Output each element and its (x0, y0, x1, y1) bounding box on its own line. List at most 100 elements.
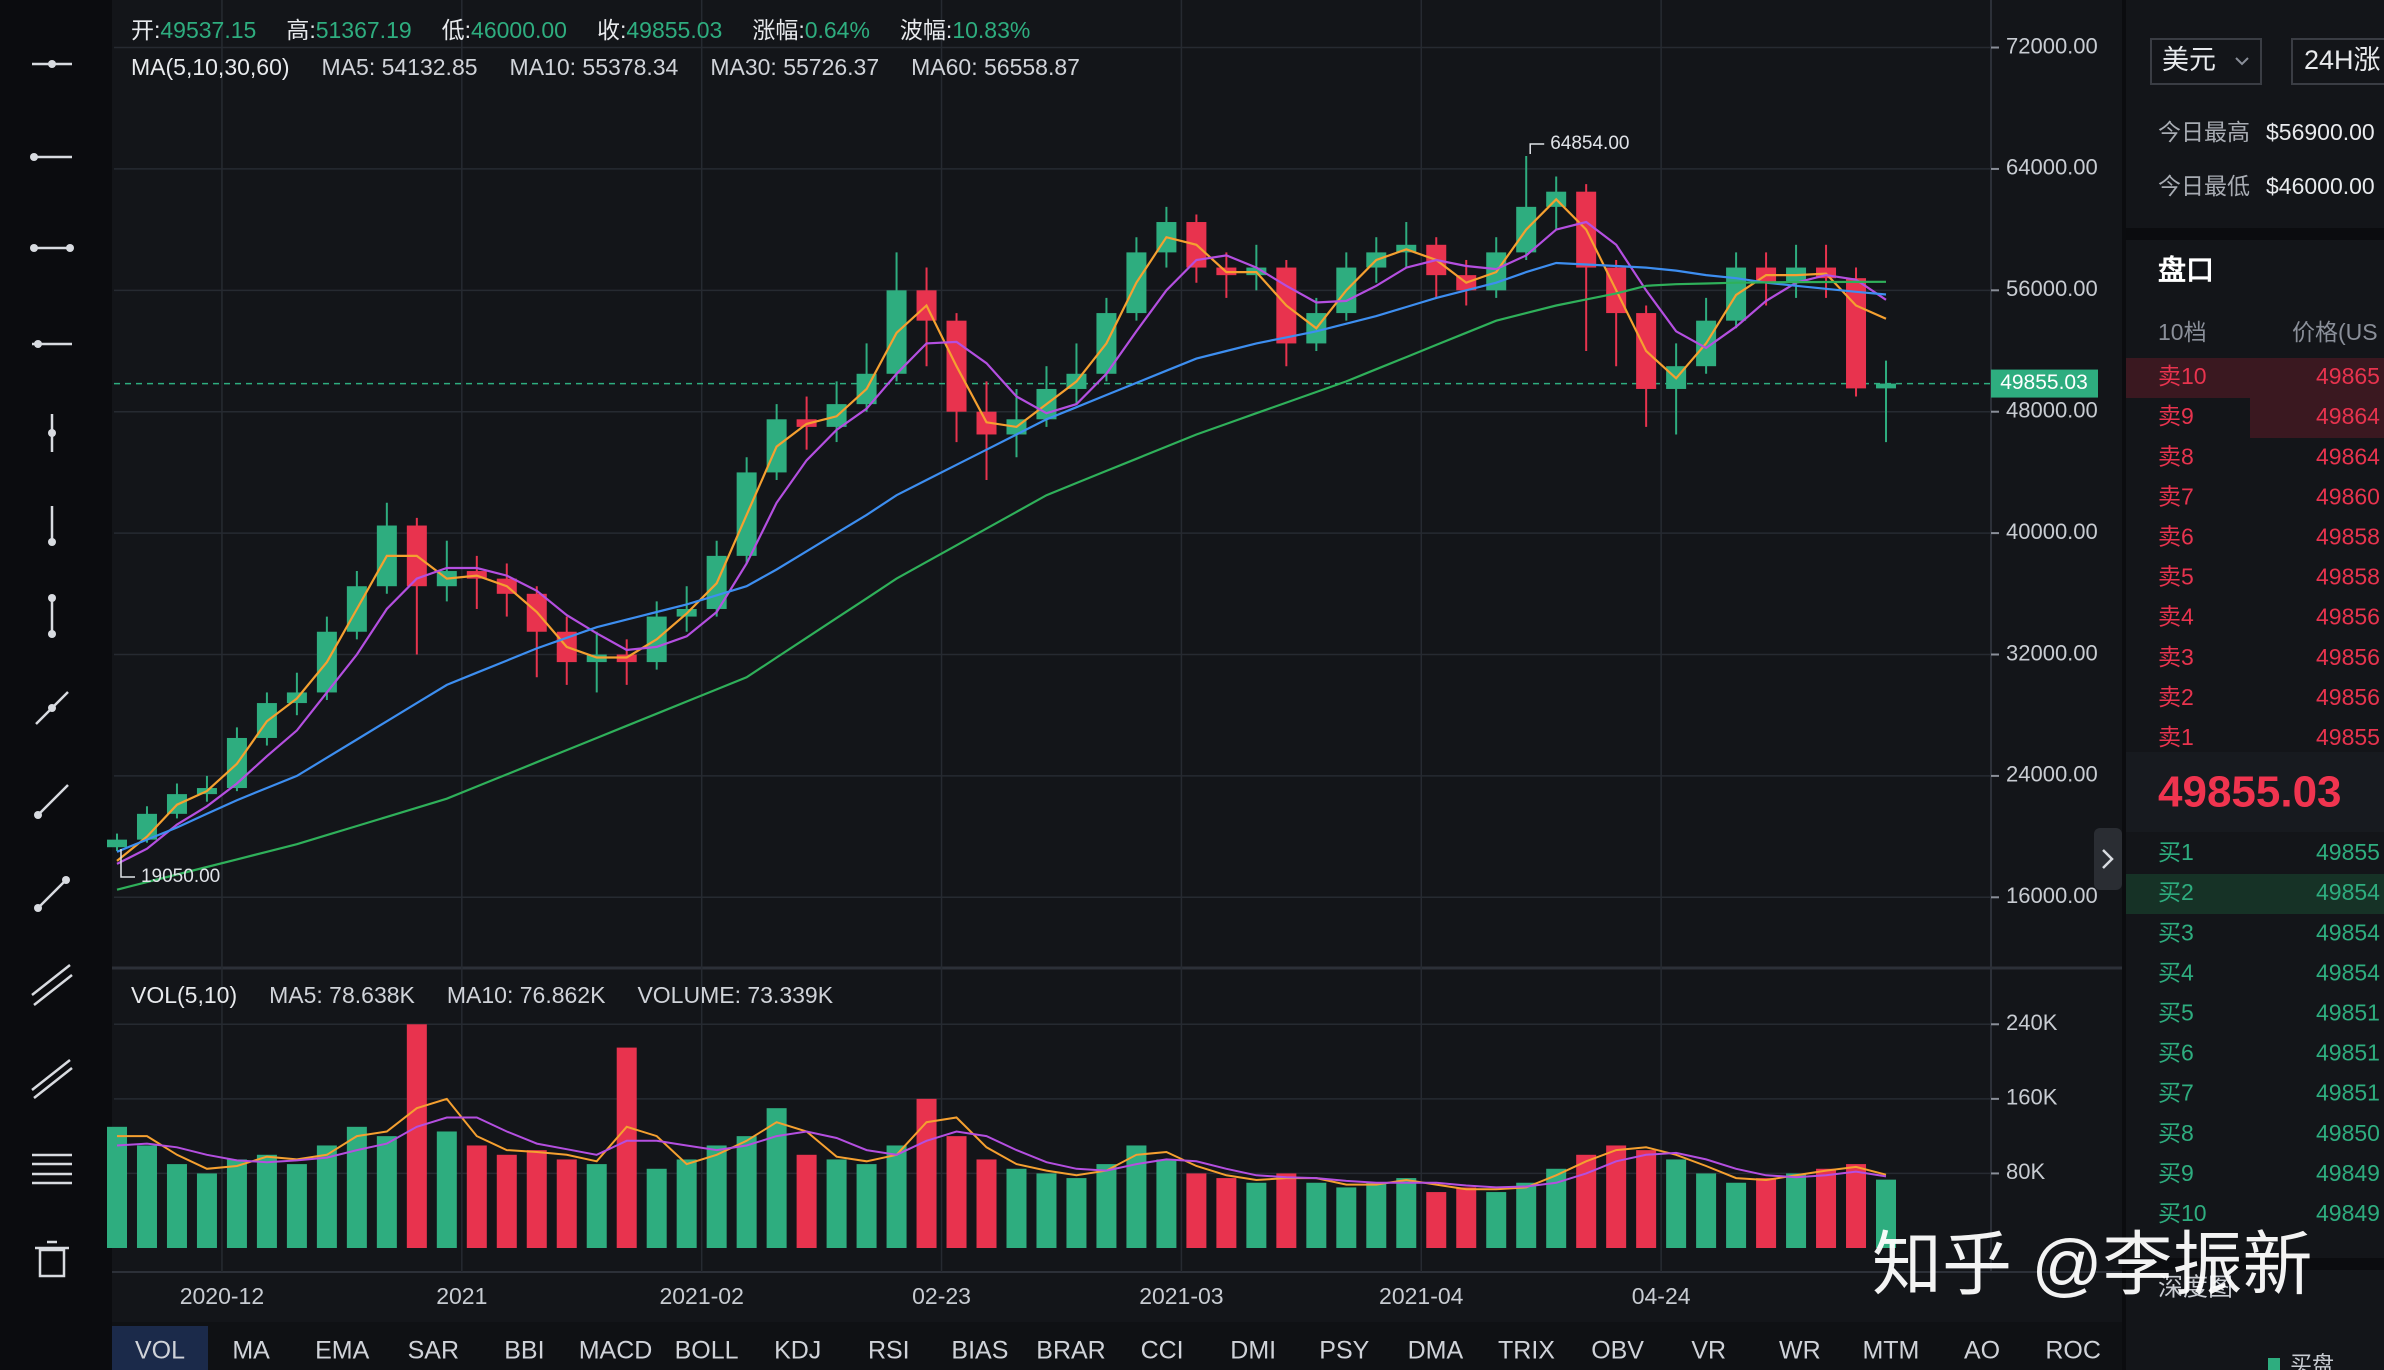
volume-bar (226, 1159, 247, 1248)
candle-body (1876, 383, 1897, 389)
bid-label: 买1 (2158, 839, 2194, 865)
volume-bar (526, 1150, 547, 1248)
indicator-tab[interactable]: DMI (1230, 1337, 1276, 1365)
period-select[interactable]: 24H涨 (2291, 38, 2384, 85)
indicator-tab[interactable]: MACD (579, 1337, 653, 1365)
annotation-label: 64854.00 (1550, 133, 1629, 154)
tool-parallel[interactable] (31, 964, 73, 1006)
collapse-button[interactable] (2094, 828, 2122, 890)
indicator-tab[interactable]: DMA (1408, 1337, 1464, 1365)
volume-bar (1426, 1192, 1447, 1248)
bid-price: 49851 (2316, 999, 2380, 1025)
indicator-tab[interactable]: PSY (1319, 1337, 1369, 1365)
indicator-tab[interactable]: RSI (868, 1337, 910, 1365)
period-box[interactable] (2291, 38, 2384, 85)
indicator-tab[interactable]: OBV (1591, 1337, 1644, 1365)
volume-bar (166, 1164, 187, 1248)
currency-box[interactable] (2150, 38, 2262, 85)
volume-bar (1516, 1182, 1537, 1248)
volume-ma-legend: MA10: 76.862K (447, 982, 606, 1008)
ask-label: 卖2 (2158, 684, 2194, 710)
ask-label: 卖8 (2158, 443, 2194, 469)
ma-legend: MA10: 55378.34 (510, 54, 679, 80)
panel-separator (2126, 228, 2384, 240)
tab-highlight[interactable] (112, 1326, 208, 1370)
high-label: 今日最高 (2158, 119, 2250, 145)
currency[interactable]: 美元 (2162, 45, 2216, 75)
depth-level: 10档 (2158, 319, 2207, 345)
ohlc-label: 收: (597, 17, 626, 43)
volume-bar (1636, 1150, 1657, 1248)
volume-bar (1366, 1182, 1387, 1248)
indicator-tab[interactable]: KDJ (774, 1337, 821, 1365)
indicator-tab[interactable]: BBI (504, 1337, 544, 1365)
y-tick-label: 40000.00 (2006, 519, 2098, 544)
indicator-tab[interactable]: SAR (408, 1337, 459, 1365)
volume-bar (196, 1173, 217, 1248)
indicator-tab[interactable]: CCI (1141, 1337, 1184, 1365)
collapse-button-bg[interactable] (2094, 828, 2122, 890)
candle-body (1846, 278, 1867, 389)
indicator-tab[interactable]: MA (232, 1337, 270, 1365)
currency-select[interactable]: 美元 (2150, 38, 2262, 85)
volume-bar (1756, 1178, 1777, 1248)
tool-segment[interactable] (30, 244, 74, 252)
y-tick-label: 24000.00 (2006, 762, 2098, 787)
ma-title: MA(5,10,30,60) (131, 54, 290, 80)
bid-label: 买7 (2158, 1080, 2194, 1106)
price-header: 价格(US (2292, 319, 2378, 345)
volume-bar (286, 1164, 307, 1248)
ohlc-item: 开:49537.15 (131, 17, 256, 43)
indicator-tab[interactable]: MTM (1862, 1337, 1919, 1365)
indicator-tab[interactable]: ROC (2045, 1337, 2101, 1365)
ohlc-label: 开: (131, 17, 160, 43)
tool-trend-segment[interactable] (34, 876, 70, 912)
indicator-tab[interactable]: VR (1691, 1337, 1726, 1365)
volume-bar (646, 1168, 667, 1248)
ask-depth-bar (2250, 398, 2384, 438)
bid-price: 49855 (2316, 839, 2380, 865)
tool-trend-ray[interactable] (34, 784, 69, 819)
ma-line (116, 280, 1887, 891)
tool-ray[interactable] (30, 153, 72, 161)
period[interactable]: 24H涨 (2304, 45, 2381, 75)
dropdown-arrow[interactable] (2235, 57, 2249, 66)
indicator-tab[interactable]: AO (1964, 1337, 2000, 1365)
indicator-tab[interactable]: VOL (135, 1337, 185, 1365)
ohlc-item: 高:51367.19 (286, 17, 411, 43)
last-price-tag-label: 49855.03 (2000, 371, 2088, 394)
tool-vray[interactable] (48, 506, 56, 546)
ask-price: 49865 (2316, 363, 2380, 389)
volume-bar (106, 1126, 127, 1248)
tool-price-line[interactable] (32, 340, 72, 348)
volume-bar (1276, 1173, 1297, 1248)
chart-layer: 2020-12 2021 2021-02 02-23 2021-03 2021-04 04-… (106, 0, 2122, 1370)
panel-separator (2126, 1258, 2384, 1270)
tool-hline[interactable] (32, 60, 72, 68)
ohlc-item: 涨幅:0.64% (752, 17, 870, 43)
volume-legend: VOLUME: 73.339K (637, 982, 833, 1008)
tool-vsegment[interactable] (48, 594, 56, 638)
indicator-tab[interactable]: EMA (315, 1337, 370, 1365)
volume-bar (406, 1024, 427, 1248)
indicator-tab[interactable]: BIAS (951, 1337, 1008, 1365)
volume-bar (826, 1159, 847, 1248)
indicator-tab[interactable]: BRAR (1036, 1337, 1105, 1365)
volume-bar (316, 1145, 337, 1248)
tool-channel[interactable] (31, 1059, 73, 1099)
volume-bar (1816, 1168, 1837, 1248)
indicator-tab[interactable]: BOLL (675, 1337, 739, 1365)
tool-delete[interactable] (35, 1240, 69, 1278)
tool-fib[interactable] (32, 1153, 72, 1185)
indicator-tab[interactable]: WR (1779, 1337, 1821, 1365)
ma-legend: MA5: 54132.85 (322, 54, 478, 80)
ask-price: 49864 (2316, 443, 2380, 469)
ohlc-value: 51367.19 (316, 17, 412, 43)
tool-vline[interactable] (48, 414, 56, 452)
indicator-tab[interactable]: TRIX (1498, 1337, 1555, 1365)
tool-trend[interactable] (35, 691, 69, 725)
bid-price: 49851 (2316, 1040, 2380, 1066)
collapse-arrow[interactable] (2102, 849, 2114, 869)
bid-price: 49854 (2316, 879, 2380, 905)
depth-chart-tab[interactable]: 深度图 (2158, 1274, 2233, 1302)
